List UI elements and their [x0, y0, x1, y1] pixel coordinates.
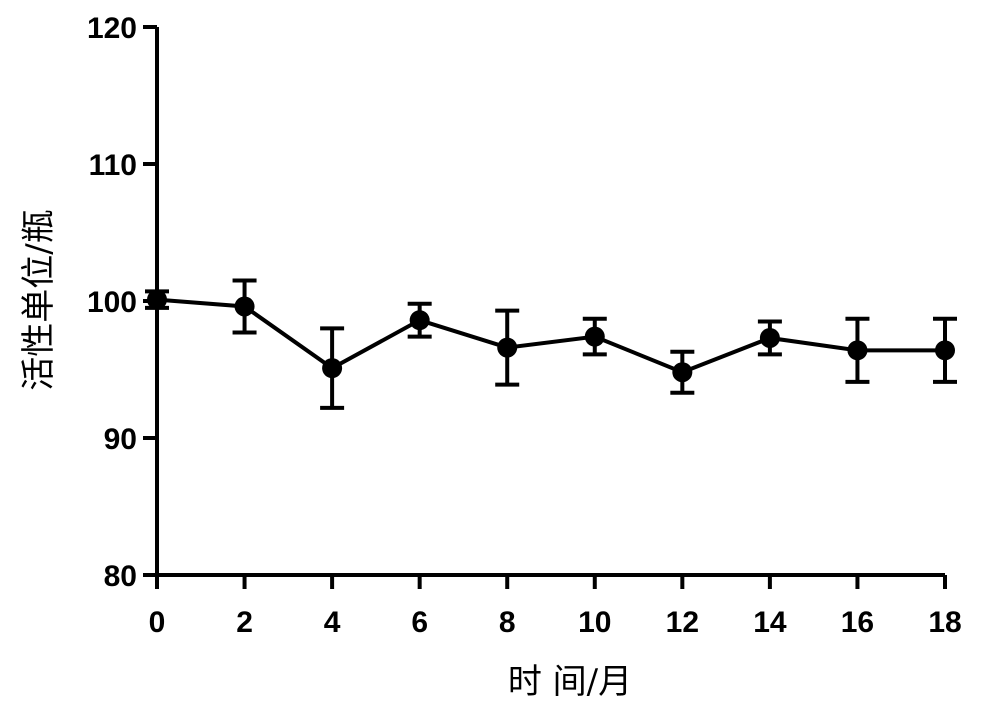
x-tick-label: 6	[411, 606, 428, 639]
x-axis-title: 时 间/月	[508, 662, 632, 702]
y-tick-label: 100	[87, 286, 137, 319]
data-point	[234, 296, 255, 317]
x-tick-label: 8	[499, 606, 516, 639]
x-tick-label: 10	[578, 606, 611, 639]
x-tick-label: 2	[236, 606, 253, 639]
x-tick-label: 14	[753, 606, 787, 639]
x-tick-label: 18	[928, 606, 961, 639]
data-point	[672, 362, 693, 383]
data-point	[147, 289, 167, 310]
data-point	[497, 337, 518, 358]
axes	[155, 27, 945, 577]
x-tick-label: 12	[666, 606, 699, 639]
y-tick-label: 80	[104, 560, 137, 593]
x-tick-label: 4	[324, 606, 341, 639]
data-point	[409, 310, 430, 331]
y-tick-label: 110	[89, 149, 137, 182]
data-point	[935, 340, 955, 361]
y-tick-label: 120	[87, 12, 137, 45]
x-tick-label: 0	[149, 606, 166, 639]
data-point	[847, 340, 868, 361]
y-tick-label: 90	[104, 423, 137, 456]
data-point	[322, 358, 343, 379]
data-point	[759, 327, 780, 348]
x-axis-ticks: 0 2 4 6 8 10 12 14 16 18	[149, 575, 962, 639]
y-axis-ticks: 80 90 100 110 120	[87, 12, 157, 593]
data-point	[584, 326, 605, 347]
y-axis-title: 活性单位/瓶	[19, 209, 59, 390]
x-tick-label: 16	[841, 606, 874, 639]
series-line	[156, 297, 945, 375]
data-series	[145, 278, 957, 410]
